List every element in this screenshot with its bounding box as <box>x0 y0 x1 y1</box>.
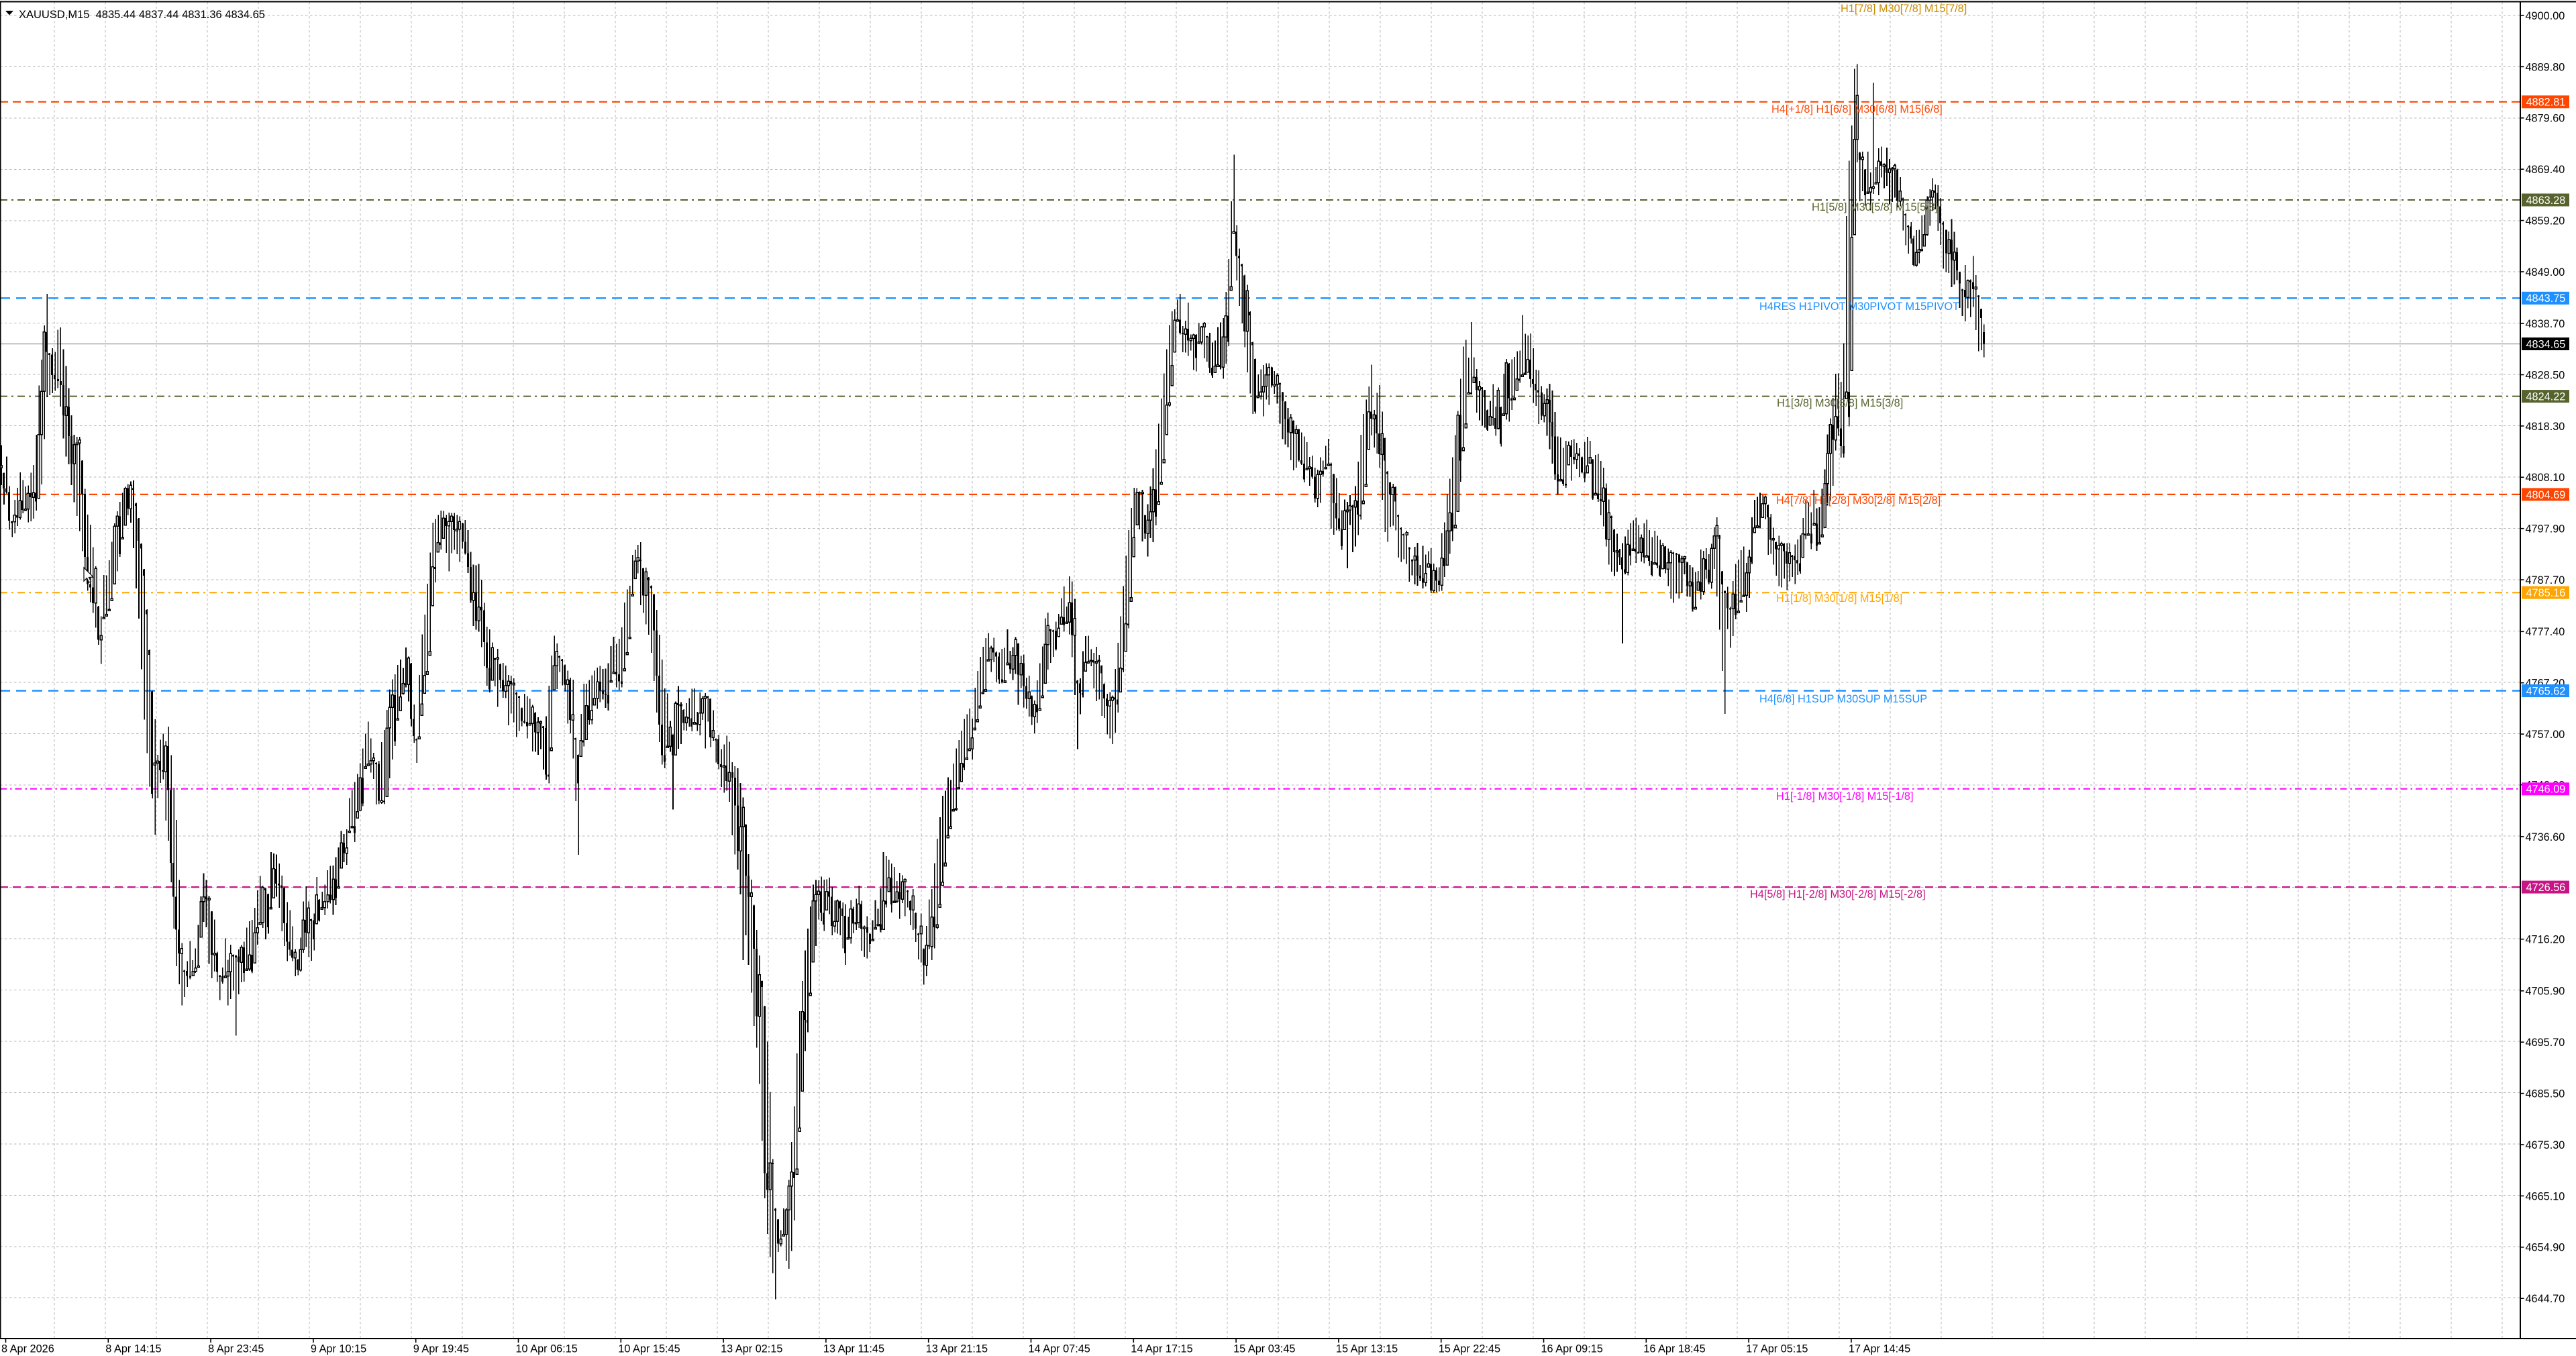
svg-text:17 Apr 14:45: 17 Apr 14:45 <box>1849 1343 1910 1355</box>
svg-text:4746.09: 4746.09 <box>2526 784 2566 796</box>
svg-text:4838.70: 4838.70 <box>2526 318 2565 330</box>
svg-text:15 Apr 13:15: 15 Apr 13:15 <box>1336 1343 1398 1355</box>
svg-text:10 Apr 15:45: 10 Apr 15:45 <box>618 1343 680 1355</box>
svg-text:4804.69: 4804.69 <box>2526 489 2566 501</box>
svg-text:H1[1/8] M30[1/8] M15[1/8]: H1[1/8] M30[1/8] M15[1/8] <box>1776 592 1902 605</box>
svg-text:4665.10: 4665.10 <box>2526 1190 2565 1202</box>
svg-text:H4RES H1PIVOT M30PIVOT M15PIVO: H4RES H1PIVOT M30PIVOT M15PIVOT <box>1759 301 1959 313</box>
svg-text:13 Apr 21:15: 13 Apr 21:15 <box>926 1343 988 1355</box>
svg-text:16 Apr 09:15: 16 Apr 09:15 <box>1541 1343 1603 1355</box>
svg-text:4849.00: 4849.00 <box>2526 266 2565 278</box>
svg-text:4716.20: 4716.20 <box>2526 934 2565 946</box>
svg-text:H1[7/8] M30[7/8] M15[7/8]: H1[7/8] M30[7/8] M15[7/8] <box>1841 3 1967 15</box>
svg-text:4695.70: 4695.70 <box>2526 1037 2565 1049</box>
svg-text:4828.50: 4828.50 <box>2526 369 2565 381</box>
svg-text:H4[7/8] H1[2/8] M30[2/8] M15[2: H4[7/8] H1[2/8] M30[2/8] M15[2/8] <box>1776 494 1941 507</box>
svg-text:17 Apr 05:15: 17 Apr 05:15 <box>1746 1343 1808 1355</box>
svg-text:4869.40: 4869.40 <box>2526 164 2565 176</box>
svg-text:4765.62: 4765.62 <box>2526 685 2566 697</box>
svg-text:4785.16: 4785.16 <box>2526 587 2566 599</box>
svg-text:4882.81: 4882.81 <box>2526 97 2566 109</box>
svg-text:13 Apr 11:45: 13 Apr 11:45 <box>823 1343 884 1355</box>
svg-text:4777.40: 4777.40 <box>2526 626 2565 638</box>
svg-text:H1[5/8] M30[5/8] M15[5/8]: H1[5/8] M30[5/8] M15[5/8] <box>1812 201 1938 213</box>
svg-text:4685.50: 4685.50 <box>2526 1088 2565 1100</box>
svg-text:4644.70: 4644.70 <box>2526 1293 2565 1305</box>
svg-text:4889.80: 4889.80 <box>2526 61 2565 73</box>
svg-text:15 Apr 03:45: 15 Apr 03:45 <box>1233 1343 1295 1355</box>
svg-text:4834.65: 4834.65 <box>2526 338 2566 350</box>
svg-text:14 Apr 17:15: 14 Apr 17:15 <box>1131 1343 1192 1355</box>
svg-text:4863.28: 4863.28 <box>2526 195 2566 207</box>
svg-text:8 Apr 14:15: 8 Apr 14:15 <box>105 1343 161 1355</box>
svg-text:4736.60: 4736.60 <box>2526 831 2565 843</box>
svg-text:4757.00: 4757.00 <box>2526 729 2565 741</box>
svg-text:8 Apr 2026: 8 Apr 2026 <box>1 1343 54 1355</box>
svg-text:15 Apr 22:45: 15 Apr 22:45 <box>1439 1343 1500 1355</box>
svg-text:4879.60: 4879.60 <box>2526 113 2565 125</box>
svg-text:8 Apr 23:45: 8 Apr 23:45 <box>208 1343 264 1355</box>
svg-text:10 Apr 06:15: 10 Apr 06:15 <box>516 1343 578 1355</box>
svg-text:4787.70: 4787.70 <box>2526 574 2565 586</box>
svg-text:H4[+1/8] H1[6/8] M30[6/8] M15[: H4[+1/8] H1[6/8] M30[6/8] M15[6/8] <box>1771 103 1943 115</box>
svg-text:4675.30: 4675.30 <box>2526 1139 2565 1151</box>
svg-text:4797.90: 4797.90 <box>2526 523 2565 535</box>
svg-text:4824.22: 4824.22 <box>2526 391 2566 403</box>
svg-text:4843.75: 4843.75 <box>2526 293 2566 305</box>
svg-text:H4[5/8] H1[-2/8] M30[-2/8] M15: H4[5/8] H1[-2/8] M30[-2/8] M15[-2/8] <box>1750 888 1926 900</box>
svg-text:4808.10: 4808.10 <box>2526 472 2565 484</box>
svg-text:4859.20: 4859.20 <box>2526 215 2565 227</box>
svg-text:H1[3/8] M30[3/8] M15[3/8]: H1[3/8] M30[3/8] M15[3/8] <box>1777 397 1903 409</box>
svg-text:13 Apr 02:15: 13 Apr 02:15 <box>721 1343 782 1355</box>
svg-text:4705.90: 4705.90 <box>2526 986 2565 998</box>
svg-text:4818.30: 4818.30 <box>2526 421 2565 433</box>
svg-text:4900.00: 4900.00 <box>2526 10 2565 22</box>
svg-text:14 Apr 07:45: 14 Apr 07:45 <box>1029 1343 1090 1355</box>
svg-text:4726.56: 4726.56 <box>2526 882 2566 894</box>
svg-text:9 Apr 19:45: 9 Apr 19:45 <box>413 1343 469 1355</box>
svg-text:4654.90: 4654.90 <box>2526 1242 2565 1254</box>
svg-text:H4[6/8] H1SUP M30SUP M15SUP: H4[6/8] H1SUP M30SUP M15SUP <box>1759 693 1927 705</box>
svg-text:XAUUSD,M15 4835.44 4837.44 48: XAUUSD,M15 4835.44 4837.44 4831.36 4834.… <box>19 9 265 21</box>
svg-text:H1[-1/8] M30[-1/8] M15[-1/8]: H1[-1/8] M30[-1/8] M15[-1/8] <box>1776 790 1914 802</box>
svg-text:16 Apr 18:45: 16 Apr 18:45 <box>1643 1343 1705 1355</box>
svg-text:9 Apr 10:15: 9 Apr 10:15 <box>311 1343 366 1355</box>
